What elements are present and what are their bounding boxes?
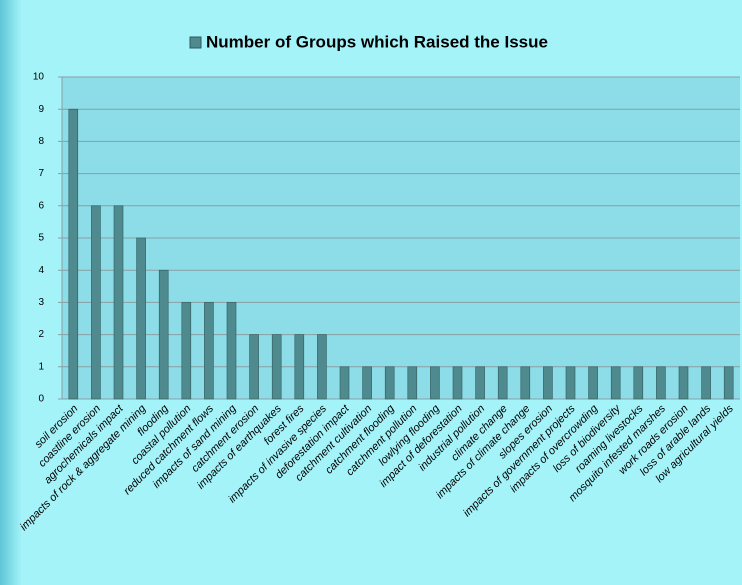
edge-strip (0, 0, 22, 585)
bar (588, 366, 598, 400)
y-tick-label: 6 (38, 200, 44, 211)
bar (678, 366, 689, 400)
bar (68, 108, 79, 400)
bar (610, 366, 621, 400)
bar (452, 366, 463, 400)
bar (271, 334, 282, 400)
bar (633, 366, 644, 400)
y-tick-label: 9 (38, 104, 44, 115)
bar (204, 302, 214, 400)
y-tick-label: 0 (38, 394, 44, 405)
bar (407, 366, 418, 400)
bar (181, 302, 192, 400)
y-tick-label: 5 (38, 233, 44, 244)
y-tick-label: 8 (38, 136, 44, 147)
legend-label: Number of Groups which Raised the Issue (206, 32, 548, 51)
y-tick-label: 4 (38, 265, 44, 276)
bar (701, 366, 711, 400)
bar (249, 334, 259, 400)
y-tick-label: 3 (38, 297, 44, 308)
y-tick-label: 1 (38, 361, 44, 372)
bar (656, 366, 666, 400)
bar (475, 366, 485, 400)
y-tick-label: 10 (33, 72, 45, 83)
bar (384, 366, 395, 400)
y-tick-label: 2 (38, 329, 44, 340)
bar (723, 366, 734, 400)
bar (565, 366, 576, 400)
bar (520, 366, 531, 400)
bar (497, 366, 508, 400)
y-tick-label: 7 (38, 168, 44, 179)
bar (158, 269, 169, 400)
bar (430, 366, 440, 400)
bar (226, 302, 237, 400)
bar (136, 237, 146, 400)
bar (113, 205, 124, 400)
bar (339, 366, 350, 400)
bar (294, 334, 305, 400)
bar (91, 205, 101, 400)
legend-swatch (189, 36, 202, 49)
bar (362, 366, 372, 400)
bar (543, 366, 553, 400)
bar (317, 334, 327, 400)
